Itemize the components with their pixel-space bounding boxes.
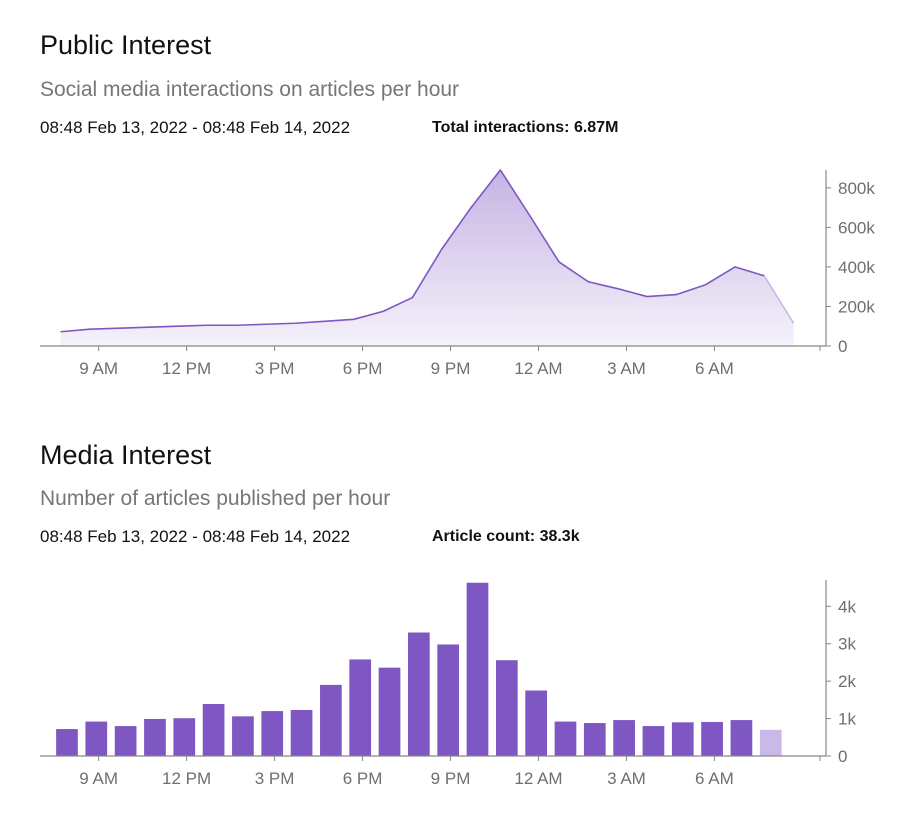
bar[interactable] [495, 660, 518, 756]
x-tick-label: 9 AM [79, 359, 118, 378]
x-tick-label: 3 PM [255, 769, 295, 788]
bar[interactable] [290, 709, 313, 756]
media-interest-subtitle: Number of articles published per hour [40, 487, 391, 510]
y-tick-label: 3k [838, 635, 856, 654]
x-tick-label: 3 AM [607, 359, 646, 378]
x-tick-label: 9 PM [431, 769, 471, 788]
x-tick-label: 12 AM [514, 769, 562, 788]
x-tick-label: 3 AM [607, 769, 646, 788]
public-interest-date-range: 08:48 Feb 13, 2022 - 08:48 Feb 14, 2022 [40, 118, 351, 137]
x-tick-label: 12 PM [162, 359, 211, 378]
public-interest-section: Public Interest Social media interaction… [0, 0, 916, 410]
series-line-partial [763, 275, 795, 324]
y-tick-label: 800k [838, 179, 875, 198]
y-tick-label: 0 [838, 747, 847, 766]
bar[interactable] [378, 667, 401, 756]
bar[interactable] [85, 721, 108, 756]
bar[interactable] [671, 722, 694, 756]
bar[interactable] [437, 644, 460, 756]
bar[interactable] [349, 659, 372, 756]
bar[interactable] [173, 718, 196, 756]
bar[interactable] [261, 711, 284, 756]
bar[interactable] [202, 703, 225, 756]
y-tick-label: 1k [838, 710, 856, 729]
x-tick-label: 6 PM [343, 359, 383, 378]
public-interest-chart[interactable]: 0 200k 400k 600k 800k 9 AM 12 PM 3 PM 6 PM 9 PM 12… [0, 160, 916, 390]
bar[interactable] [759, 729, 782, 756]
bar[interactable] [583, 723, 606, 756]
bar[interactable] [466, 582, 489, 756]
x-tick-label: 9 AM [79, 769, 118, 788]
bar[interactable] [554, 721, 577, 756]
bar[interactable] [730, 720, 753, 756]
x-tick-label: 6 AM [695, 359, 734, 378]
y-tick-label: 2k [838, 672, 856, 691]
media-interest-section: Media Interest Number of articles publis… [0, 410, 916, 834]
y-tick-label: 600k [838, 218, 875, 237]
bar[interactable] [701, 721, 723, 756]
media-interest-total: Article count: 38.3k [432, 528, 580, 545]
bar[interactable] [56, 729, 78, 756]
bar[interactable] [642, 726, 665, 756]
bar[interactable] [144, 718, 166, 756]
x-tick-label: 12 AM [514, 359, 562, 378]
x-tick-label: 6 AM [695, 769, 734, 788]
bar[interactable] [613, 720, 635, 756]
y-tick-label: 400k [838, 258, 875, 277]
y-tick-label: 4k [838, 597, 856, 616]
x-tick-label: 3 PM [255, 359, 295, 378]
media-interest-chart[interactable]: 0 1k 2k 3k 4k 9 AM 12 PM 3 PM 6 PM 9 PM 12 AM 3 AM 6… [0, 570, 916, 800]
x-tick-label: 6 PM [343, 769, 383, 788]
series-line [60, 169, 765, 333]
bar[interactable] [320, 684, 342, 756]
bar[interactable] [525, 690, 547, 756]
y-tick-label: 200k [838, 297, 875, 316]
media-interest-title: Media Interest [40, 440, 212, 470]
x-tick-label: 12 PM [162, 769, 211, 788]
public-interest-total: Total interactions: 6.87M [432, 119, 619, 136]
bar[interactable] [232, 716, 254, 756]
public-interest-subtitle: Social media interactions on articles pe… [40, 78, 460, 101]
bar[interactable] [408, 632, 430, 756]
bar[interactable] [114, 726, 137, 756]
x-tick-label: 9 PM [431, 359, 471, 378]
media-interest-date-range: 08:48 Feb 13, 2022 - 08:48 Feb 14, 2022 [40, 527, 351, 546]
y-tick-label: 0 [838, 337, 847, 356]
area-fill [60, 170, 794, 346]
public-interest-title: Public Interest [40, 30, 212, 60]
